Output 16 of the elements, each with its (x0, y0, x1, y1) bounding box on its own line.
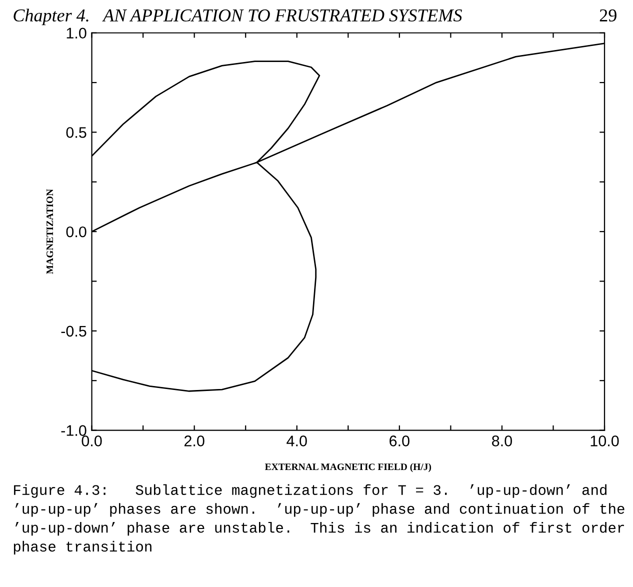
y-tick-label: -0.5 (61, 326, 86, 337)
x-tick-label: 8.0 (492, 436, 512, 446)
text: Chapter 4. AN APPLICATION TO FRUSTRATED SYSTEMS (14, 8, 462, 26)
x-axis-title: EXTERNAL MAGNETIC FIELD (H/J) (264, 463, 432, 472)
y-tick-label: -1.0 (61, 425, 86, 436)
x-tick-label: 10.0 (590, 436, 619, 446)
caption: Figure 4.3: Sublattice magnetizations for T = 3. ’up-up-down’ and ’up-up-up’ phases are shown. ’up-up-up’ phase and continuation of the ’up-up-down’ phase are unstable. This is an indication of first order phase transition (14, 484, 624, 555)
y-axis-title: MAGNETIZATION (46, 189, 54, 274)
x-tick-label: 4.0 (286, 436, 307, 446)
y-tick-label: 0.5 (66, 127, 86, 138)
y-tick-label: 0.0 (66, 226, 86, 238)
text: 29 (600, 9, 616, 22)
x-tick-label: 6.0 (390, 436, 410, 446)
x-tick-label: 0.0 (82, 436, 102, 446)
x-tick-label: 2.0 (184, 436, 204, 446)
y-tick-label: 1.0 (66, 28, 86, 39)
